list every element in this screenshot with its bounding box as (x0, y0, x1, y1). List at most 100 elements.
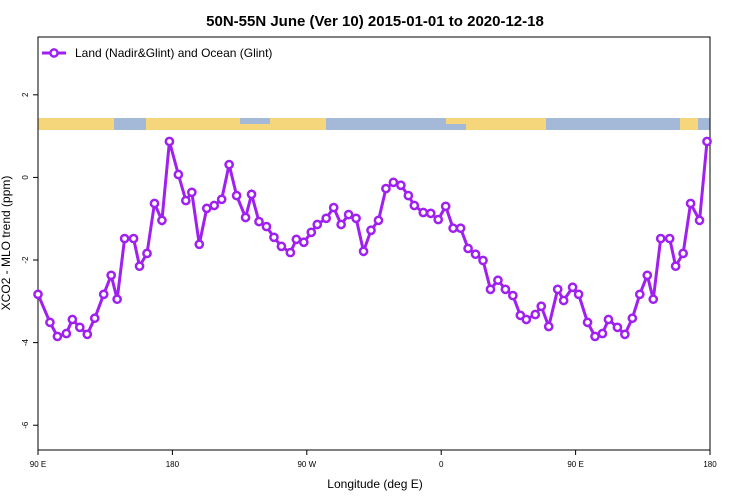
data-point (119, 233, 130, 244)
data-point (373, 215, 384, 226)
data-point (98, 289, 109, 300)
y-tick-label: -2 (21, 256, 30, 264)
data-point (157, 215, 167, 226)
data-point (521, 314, 532, 325)
data-point (149, 198, 160, 209)
ocean-band (240, 118, 270, 124)
data-point (582, 317, 593, 328)
y-tick-label: 2 (21, 92, 30, 97)
data-point (478, 255, 488, 266)
data-point (328, 202, 339, 213)
data-point (67, 314, 78, 325)
data-point (106, 270, 117, 281)
data-point (603, 314, 614, 325)
data-point (567, 282, 578, 293)
data-point (173, 169, 184, 180)
data-point (209, 200, 220, 211)
data-point (573, 289, 584, 300)
plot-frame (37, 36, 711, 451)
x-tick-label: 0 (439, 460, 444, 469)
ocean-band (38, 118, 710, 130)
x-axis-label: Longitude (deg E) (327, 477, 422, 491)
x-tick-label: 90 W (297, 460, 316, 469)
data-point (590, 331, 600, 342)
legend-marker (49, 48, 59, 58)
data-point (358, 246, 369, 257)
data-point (291, 234, 302, 245)
data-point (240, 212, 251, 223)
data-point (530, 309, 541, 320)
land-band (680, 118, 698, 130)
data-point (655, 233, 666, 244)
data-point (142, 248, 152, 259)
land-band (446, 118, 546, 130)
data-point (409, 200, 420, 211)
data-point (670, 261, 681, 272)
data-point (52, 331, 63, 342)
x-tick-label: 180 (703, 460, 717, 469)
data-point (381, 183, 391, 194)
data-point (552, 284, 563, 295)
data-point (440, 201, 451, 212)
data-point (388, 177, 399, 188)
data-point (164, 136, 175, 147)
data-point (306, 227, 317, 238)
y-tick-label: 0 (21, 175, 30, 180)
data-point (685, 198, 696, 209)
data-point (403, 190, 414, 201)
data-point (89, 313, 100, 324)
data-point (45, 317, 55, 328)
data-point (343, 209, 354, 220)
data-point (231, 190, 242, 201)
data-point (694, 215, 705, 226)
data-point (470, 249, 481, 260)
data-point (246, 189, 257, 200)
data-point (224, 159, 234, 170)
data-point (366, 225, 376, 236)
data-point (425, 208, 436, 219)
data-point (33, 289, 43, 300)
land-band (146, 118, 326, 130)
data-point (312, 219, 323, 230)
data-point (493, 275, 503, 286)
data-point (112, 294, 122, 305)
data-point (128, 233, 139, 244)
data-point (186, 187, 197, 198)
data-point (634, 289, 645, 300)
legend-label: Land (Nadir&Glint) and Ocean (Glint) (75, 46, 272, 60)
data-point (216, 194, 227, 205)
data-point (620, 329, 630, 340)
land-band (38, 118, 114, 130)
data-point (285, 247, 296, 258)
data-point (351, 213, 361, 224)
data-point (455, 223, 466, 234)
x-tick-label: 180 (166, 460, 180, 469)
data-point (485, 284, 496, 295)
data-point (261, 221, 272, 232)
data-point (627, 313, 638, 324)
data-point (61, 328, 72, 339)
data-point (463, 243, 473, 254)
data-point (558, 295, 569, 306)
data-point (321, 213, 332, 224)
data-point (543, 321, 554, 332)
data-point (642, 270, 653, 281)
data-point (536, 301, 547, 312)
x-tick-label: 90 E (30, 460, 46, 469)
land-ocean-band (38, 118, 710, 130)
data-point (448, 223, 458, 234)
chart-title: 50N-55N June (Ver 10) 2015-01-01 to 2020… (206, 13, 544, 30)
data-point (134, 261, 145, 272)
data-point (508, 290, 518, 301)
data-point (194, 239, 205, 250)
data-point (678, 248, 688, 259)
data-point (336, 219, 346, 230)
ocean-band (446, 124, 466, 130)
x-tick-label: 90 E (567, 460, 583, 469)
data-point (254, 216, 264, 227)
data-point (433, 214, 444, 225)
data-point (276, 241, 287, 252)
